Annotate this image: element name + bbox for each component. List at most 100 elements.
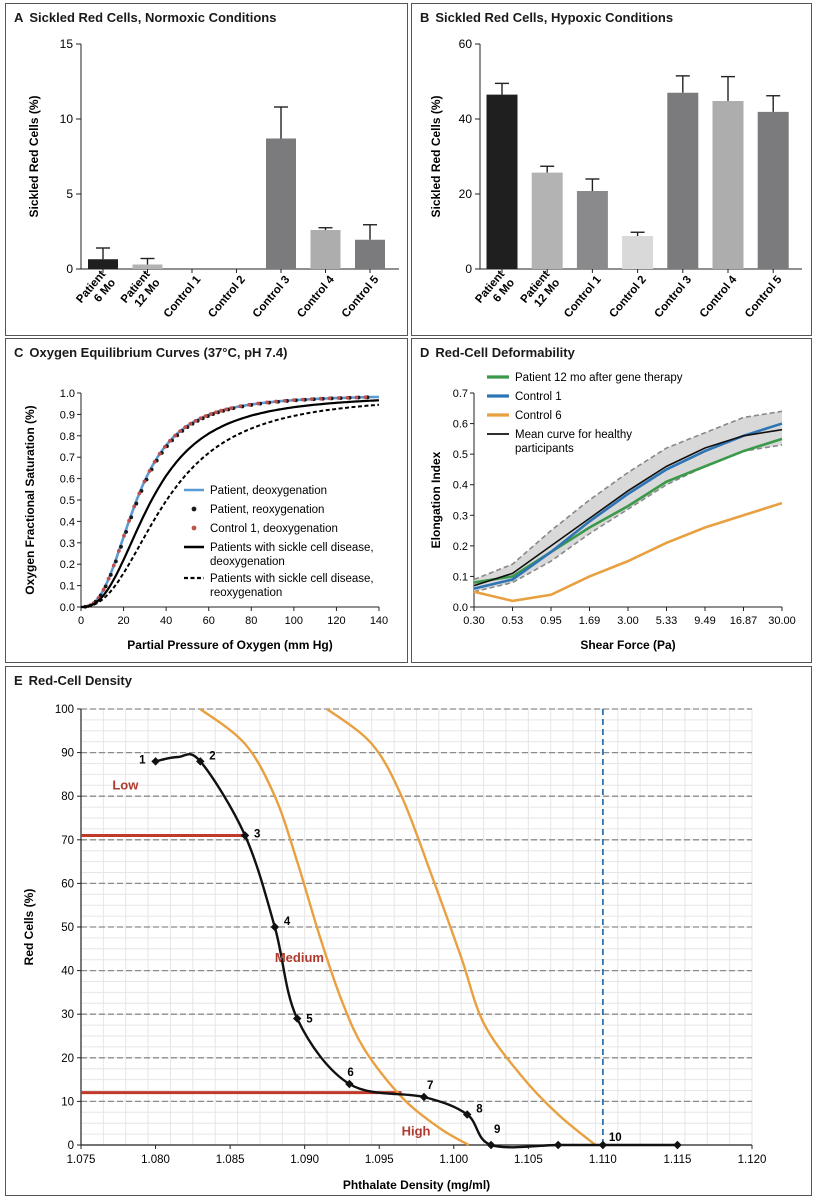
x-category-label: Control 1 xyxy=(562,273,604,320)
y-axis-title: Red Cells (%) xyxy=(22,889,36,966)
y-tick-label: 70 xyxy=(61,835,74,847)
data-point xyxy=(168,438,172,443)
panel-e-title: E Red-Cell Density xyxy=(14,673,132,688)
y-tick-label: 0.6 xyxy=(453,419,468,431)
panel-d: D Red-Cell Deformability 0.0 0.1 0.2 0.3 0.4 0… xyxy=(411,338,812,663)
legend-label: Control 1, deoxygenation xyxy=(210,523,338,535)
x-tick-label: 100 xyxy=(285,615,303,627)
reference-low-curve xyxy=(199,708,470,1147)
series-line-3 xyxy=(81,399,380,609)
data-point xyxy=(106,576,111,581)
x-category-label: Patient12 Mo xyxy=(119,269,163,315)
point-label: 4 xyxy=(284,916,291,928)
band-edge-upper xyxy=(473,410,783,581)
y-tick-label: 0.5 xyxy=(453,449,468,461)
y-tick-label: 50 xyxy=(61,922,74,934)
legend-label-line: Patient, deoxygenation xyxy=(210,485,327,497)
legend-label: Patient, reoxygenation xyxy=(210,504,324,516)
x-axis-title: Phthalate Density (mg/ml) xyxy=(343,1178,490,1192)
x-tick-label: 40 xyxy=(160,615,172,627)
data-point xyxy=(122,533,126,538)
y-tick-label: 0.1 xyxy=(60,581,75,593)
data-point xyxy=(137,491,142,496)
data-point xyxy=(127,518,132,523)
legend-label: Control 1 xyxy=(515,391,562,403)
data-point xyxy=(309,397,314,402)
data-point xyxy=(265,400,269,405)
series-line-2 xyxy=(473,501,783,603)
panel-b: B Sickled Red Cells, Hypoxic Conditions 0… xyxy=(411,3,812,336)
chart-e: 0 10 20 30 40 50 60 70 80 90 100 1.075 1.080 1.085 1.0… xyxy=(22,704,767,1192)
data-point xyxy=(300,397,305,402)
y-tick-label: 0.0 xyxy=(60,602,75,614)
point-label: 7 xyxy=(427,1080,433,1092)
y-tick-label: 0.3 xyxy=(60,538,75,550)
data-point xyxy=(224,407,229,412)
data-point xyxy=(345,395,350,400)
point-label: 2 xyxy=(209,750,215,762)
point-label: 1 xyxy=(139,754,146,766)
data-point xyxy=(129,515,134,520)
panel-b-title: B Sickled Red Cells, Hypoxic Conditions xyxy=(420,10,674,25)
bar xyxy=(712,101,744,269)
x-tick-label: 1.085 xyxy=(216,1154,245,1166)
panel-c: C Oxygen Equilibrium Curves (37°C, pH 7.4… xyxy=(5,338,408,663)
bar xyxy=(132,264,163,269)
x-tick-label: 1.075 xyxy=(67,1154,96,1166)
x-category-label: Control 5 xyxy=(743,273,785,320)
x-tick-label: 0.30 xyxy=(463,615,484,627)
x-axis-title: Partial Pressure of Oxygen (mm Hg) xyxy=(127,638,332,652)
data-point xyxy=(354,395,359,400)
chart-b: 0 20 40 60 Sickled Red Cells (%) Patient6 Mo P… xyxy=(429,37,802,320)
y-tick-label: 20 xyxy=(61,1053,74,1065)
x-axis-title: Shear Force (Pa) xyxy=(580,638,675,652)
reference-high-curve xyxy=(326,708,597,1146)
y-tick-label: 0.4 xyxy=(60,516,75,528)
y-tick-label: 5 xyxy=(66,187,73,201)
data-point xyxy=(178,429,183,434)
x-category-label-line: Control 4 xyxy=(295,273,337,320)
x-tick-label: 1.120 xyxy=(738,1154,767,1166)
x-category-label: Control 3 xyxy=(251,274,293,320)
data-point xyxy=(229,406,234,411)
y-tick-label: 10 xyxy=(60,112,74,126)
data-point xyxy=(152,459,157,464)
legend-label-line: Control 6 xyxy=(515,410,562,422)
density-point xyxy=(486,1140,496,1150)
chart-a: 0 5 10 15 Sickled Red Cells (%) Patient6 Mo Pa… xyxy=(27,37,399,320)
x-tick-label: 1.080 xyxy=(141,1154,170,1166)
data-point xyxy=(274,399,278,404)
y-tick-label: 0.0 xyxy=(453,602,468,614)
series-line-3 xyxy=(473,428,783,587)
x-category-label: Control 5 xyxy=(340,273,382,320)
y-tick-label: 0.5 xyxy=(60,495,75,507)
y-tick-label: 10 xyxy=(61,1096,74,1108)
x-tick-label: 3.00 xyxy=(617,615,638,627)
y-tick-label: 90 xyxy=(61,748,74,760)
x-category-label: Control 4 xyxy=(295,273,337,320)
x-category-label-line: Control 5 xyxy=(340,273,382,320)
data-point xyxy=(219,408,223,413)
x-tick-label: 1.110 xyxy=(589,1154,617,1166)
y-tick-label: 0 xyxy=(66,262,73,276)
y-tick-label: 0.7 xyxy=(60,452,75,464)
x-category-label: Patient12 Mo xyxy=(519,269,563,315)
x-category-label-line: Control 5 xyxy=(743,273,785,320)
legend-label: Control 6 xyxy=(515,410,562,422)
data-point xyxy=(363,395,368,400)
x-tick-label: 1.69 xyxy=(579,615,600,627)
x-tick-label: 1.090 xyxy=(290,1154,319,1166)
data-point xyxy=(336,396,341,400)
x-tick-label: 16.87 xyxy=(730,615,758,627)
x-category-label: Patient6 Mo xyxy=(473,269,517,315)
series-line-1 xyxy=(473,422,783,590)
data-point xyxy=(111,563,116,568)
legend-label-line: Patients with sickle cell disease, xyxy=(210,573,374,585)
panel-c-title: C Oxygen Equilibrium Curves (37°C, pH 7.4… xyxy=(14,345,288,360)
data-point xyxy=(214,410,218,415)
data-point xyxy=(291,398,296,403)
bar xyxy=(486,94,518,269)
chart-d: 0.0 0.1 0.2 0.3 0.4 0.5 0.6 0.7 0.30 0.53 0.95 1.69… xyxy=(429,372,796,652)
series-dashed-4 xyxy=(81,403,380,608)
x-tick-label: 20 xyxy=(117,615,129,627)
